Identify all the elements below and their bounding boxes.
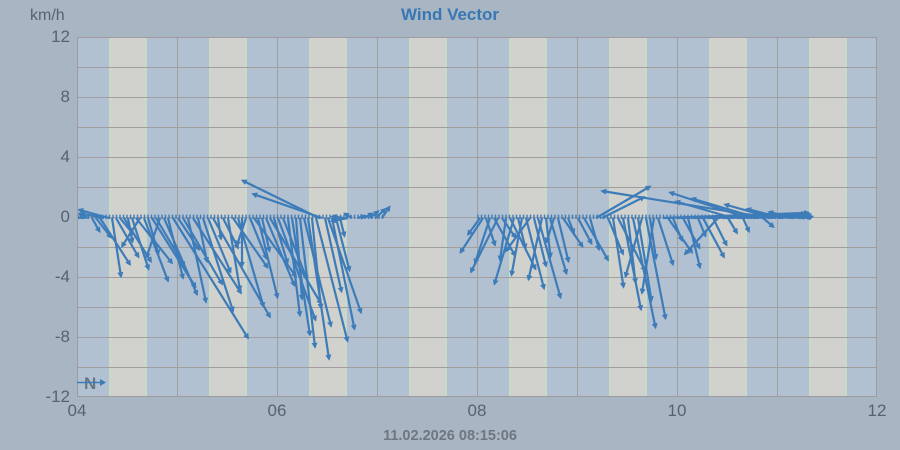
y-axis-label: 4 <box>60 147 70 166</box>
north-arrow-right-icon <box>77 379 106 386</box>
y-axis-unit-label: km/h <box>30 7 65 24</box>
chart-title: Wind Vector <box>400 5 500 24</box>
y-axis-label: 0 <box>60 207 70 226</box>
timestamp-caption: 11.02.2026 08:15:06 <box>383 428 517 444</box>
y-axis-label: 12 <box>51 27 70 46</box>
x-axis-label: 12 <box>867 401 887 420</box>
wind-vectors-layer <box>78 179 815 361</box>
x-axis-label: 04 <box>67 401 87 420</box>
x-axis-label: 08 <box>467 401 487 420</box>
y-axis-label: -4 <box>54 267 70 286</box>
y-axis-label: -12 <box>45 387 70 406</box>
x-axis-label: 10 <box>667 401 687 420</box>
y-axis-label: -8 <box>54 327 70 346</box>
north-label: N <box>84 374 96 393</box>
north-indicator: N <box>77 374 106 393</box>
y-axis-label: 8 <box>60 87 70 106</box>
plot-area <box>77 37 877 397</box>
x-axis-label: 06 <box>267 401 287 420</box>
